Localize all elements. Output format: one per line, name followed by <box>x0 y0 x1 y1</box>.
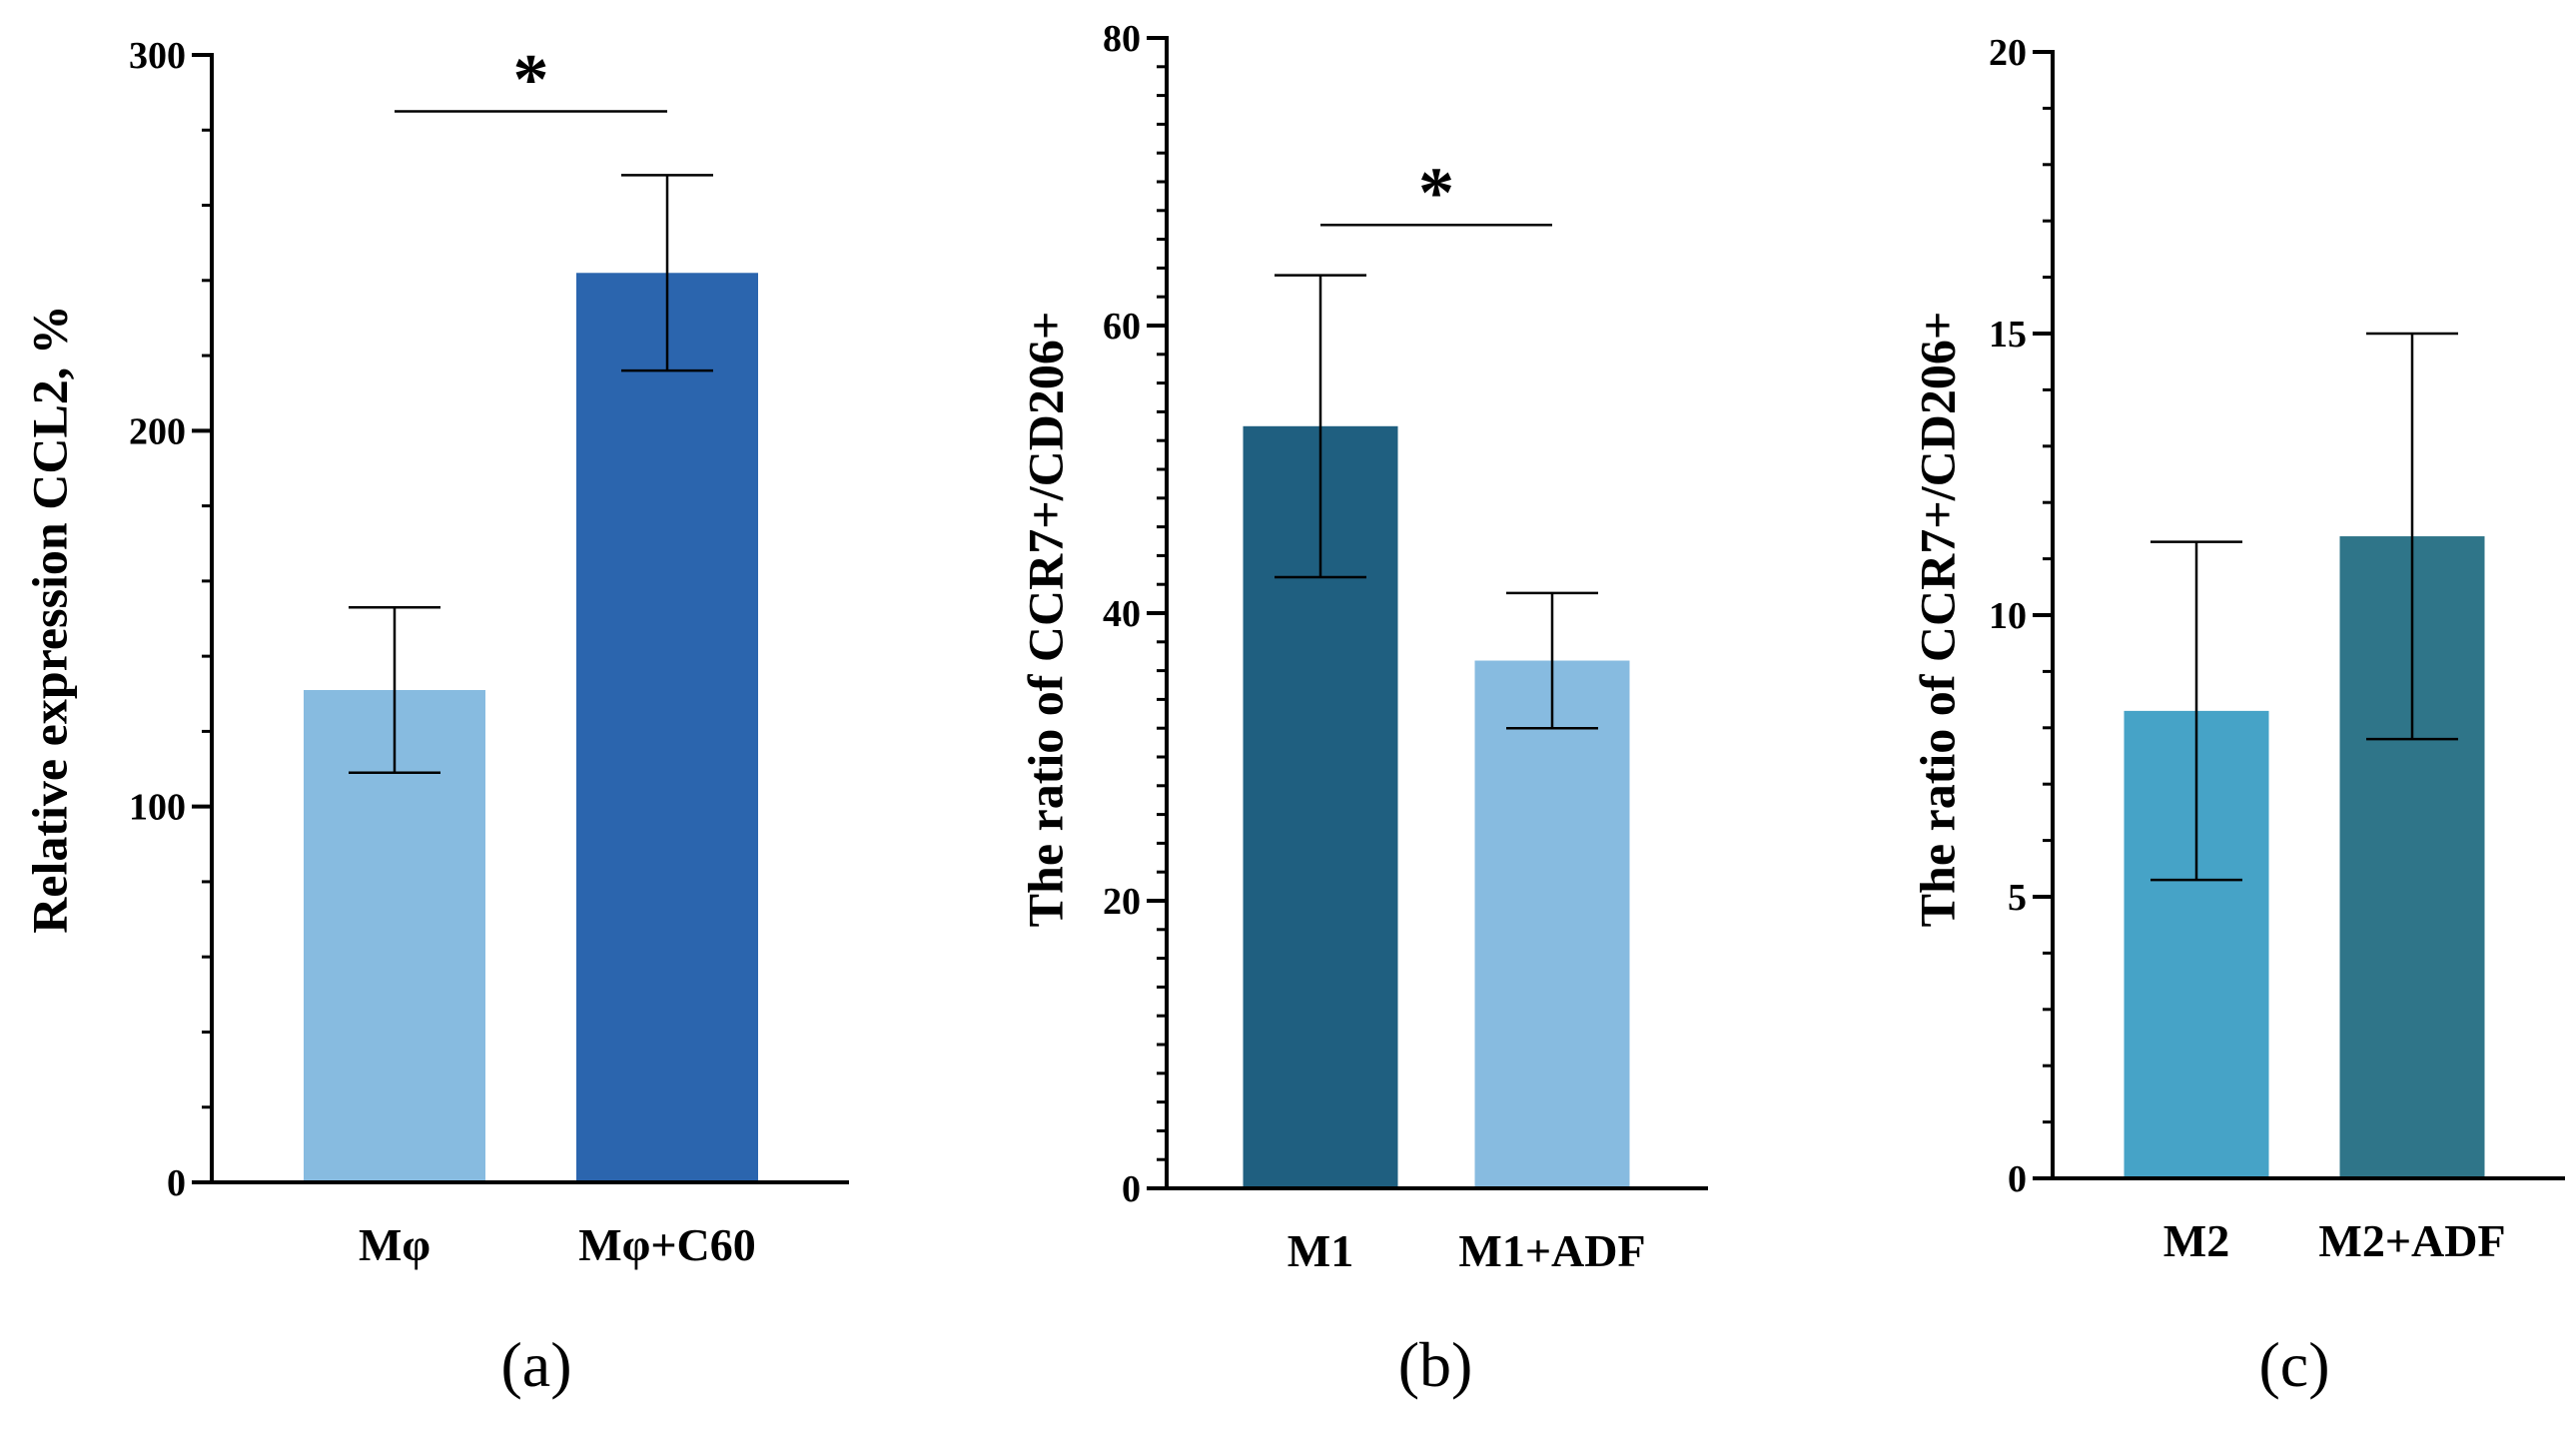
bar-2 <box>576 273 758 1183</box>
x-category-label: M1 <box>1288 1225 1353 1276</box>
y-axis-title: The ratio of CCR7+/CD206+ <box>1017 312 1073 928</box>
chart-panel-a: 0 100 200 300 Mφ Mφ+C60 Relative expression CC… <box>21 35 849 1400</box>
chart-panel-c: 0 5 10 15 20 M2 M2+ADF The ratio of CCR7+/CD206… <box>1909 32 2565 1400</box>
significance-star: * <box>1418 153 1454 233</box>
y-minor-ticks <box>202 128 212 1109</box>
x-category-label: M2+ADF <box>2318 1215 2505 1266</box>
error-bar-1 <box>2150 540 2242 882</box>
error-bar-2 <box>1506 591 1598 730</box>
y-tick-label: 80 <box>1103 18 1141 60</box>
y-tick-label: 300 <box>129 35 186 77</box>
x-category-label: Mφ+C60 <box>578 1219 756 1270</box>
error-bar-1 <box>1275 274 1366 579</box>
significance-star: * <box>513 39 549 119</box>
y-tick-label: 10 <box>1989 595 2027 637</box>
y-tick-label: 20 <box>1103 881 1141 923</box>
y-tick-label: 100 <box>129 787 186 829</box>
y-minor-ticks <box>1157 65 1167 1161</box>
y-tick-label: 0 <box>2008 1158 2027 1200</box>
y-tick-label: 15 <box>1989 314 2027 356</box>
y-tick-label: 0 <box>167 1162 186 1204</box>
error-bar-2 <box>621 174 713 372</box>
panel-label: (b) <box>1398 1329 1473 1400</box>
x-category-label: Mφ <box>359 1219 430 1270</box>
y-tick-label: 0 <box>1122 1168 1141 1210</box>
bar-2 <box>1474 660 1630 1188</box>
y-tick-label: 200 <box>129 410 186 452</box>
y-minor-ticks <box>2043 106 2053 1124</box>
error-bar-2 <box>2366 332 2458 741</box>
panel-label: (c) <box>2258 1329 2329 1400</box>
y-axis-title: Relative expression CCL2, % <box>21 305 77 934</box>
chart-panel-b: 0 20 40 60 80 M1 M1+ADF The ratio of CCR7+/CD20… <box>1017 18 1708 1400</box>
y-axis-title: The ratio of CCR7+/CD206+ <box>1909 312 1965 928</box>
panel-label: (a) <box>500 1329 571 1400</box>
x-category-label: M1+ADF <box>1458 1225 1645 1276</box>
y-tick-label: 40 <box>1103 593 1141 635</box>
error-bar-1 <box>349 605 440 775</box>
y-tick-label: 5 <box>2008 877 2027 919</box>
y-tick-label: 60 <box>1103 306 1141 348</box>
x-category-label: M2 <box>2163 1215 2229 1266</box>
y-tick-label: 20 <box>1989 32 2027 74</box>
